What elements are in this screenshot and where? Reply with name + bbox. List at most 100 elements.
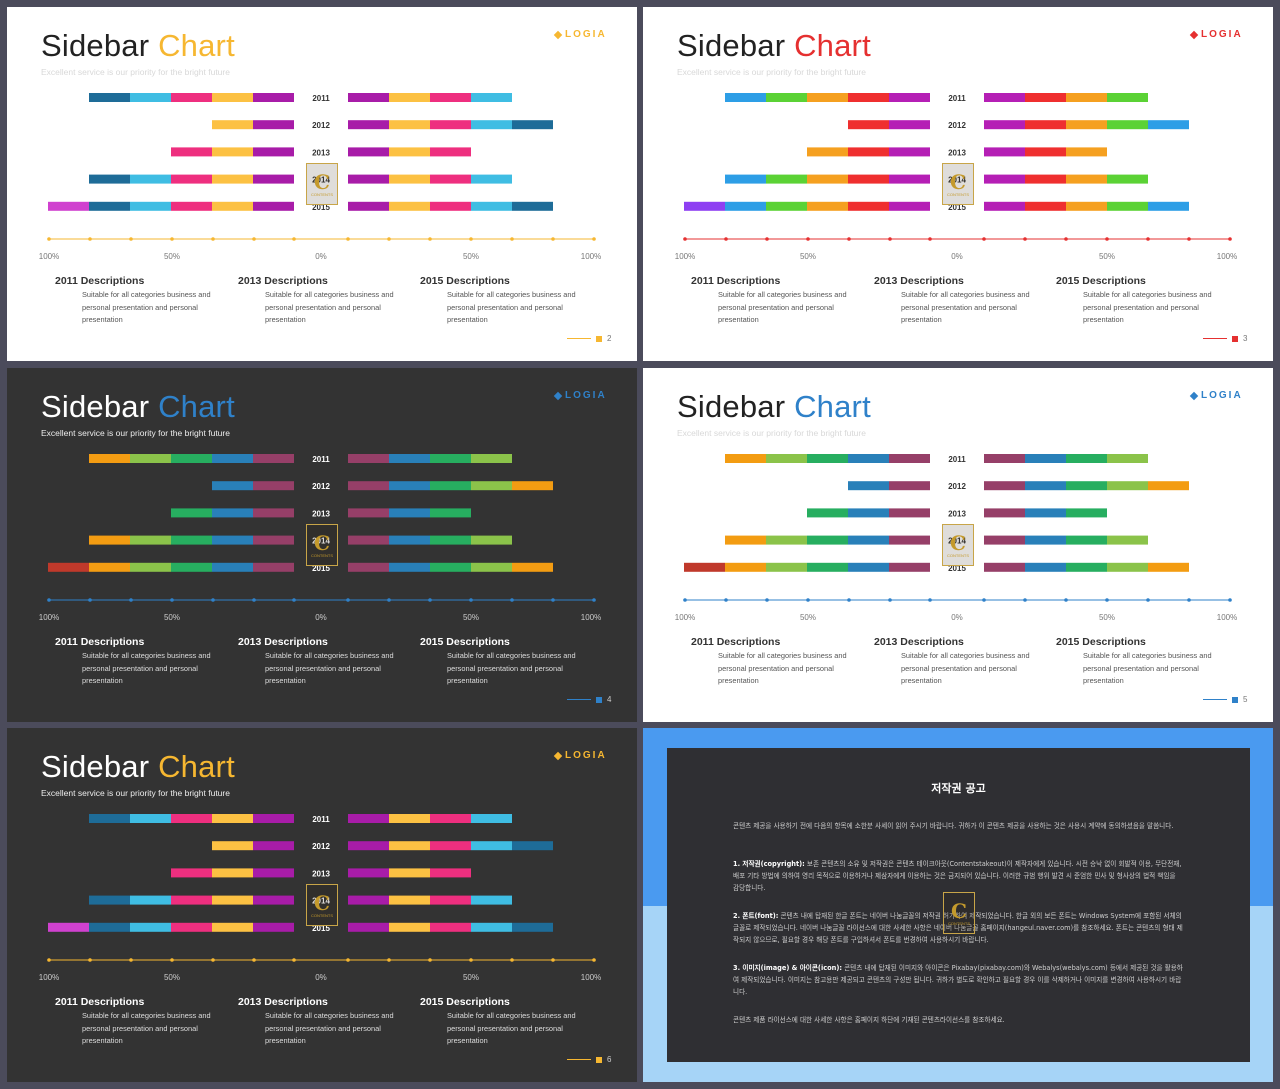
axis-dot — [211, 237, 215, 241]
bar-segment-right-2011 — [348, 454, 389, 463]
bar-segment-right-2012 — [1107, 481, 1148, 491]
axis-dot — [387, 237, 391, 241]
bar-segment-right-2013 — [984, 508, 1025, 518]
bar-segment-right-2015 — [389, 562, 430, 572]
bar-segment-left-2015 — [171, 201, 212, 211]
description-body: Suitable for all categories business and… — [1083, 651, 1212, 685]
contents-stamp-icon: C CONTENTS — [942, 524, 974, 566]
axis-dot — [346, 958, 350, 962]
slide-4[interactable]: Sidebar Chart Excellent service is our p… — [7, 368, 637, 722]
bar-segment-left-2011 — [766, 454, 807, 463]
axis-tick-label: 100% — [675, 613, 695, 622]
page-number: 2 — [567, 334, 611, 343]
bar-segment-left-2015 — [889, 201, 930, 211]
bar-segment-right-2015 — [471, 922, 512, 932]
slide-title: Sidebar Chart — [41, 390, 235, 424]
slide-2[interactable]: Sidebar Chart Excellent service is our p… — [7, 7, 637, 361]
axis-dot — [683, 237, 687, 241]
copyright-notice-slide[interactable]: 저작권 공고 콘텐츠 제공을 사용하기 전에 다음의 항목에 소한분 사세이 읽… — [643, 728, 1273, 1082]
axis-dot — [469, 598, 473, 602]
axis-tick-label: 50% — [463, 973, 479, 982]
bar-segment-right-2012 — [348, 481, 389, 491]
slide-subtitle: Excellent service is our priority for th… — [41, 67, 230, 77]
bar-segment-right-2012 — [984, 481, 1025, 491]
category-label-2014: 2014 — [948, 176, 966, 185]
bar-segment-right-2014 — [389, 535, 430, 545]
bar-segment-right-2015 — [1148, 562, 1189, 572]
sidebar-chart: 2011 2012 2013 2014 2015 100% 50% 0% 50% 100% — [39, 93, 601, 261]
category-label-2012: 2012 — [948, 121, 966, 130]
axis-tick-label: 100% — [675, 252, 695, 261]
axis-tick-label: 100% — [581, 252, 601, 261]
axis-tick-label: 50% — [800, 613, 816, 622]
description-body: Suitable for all categories business and… — [901, 651, 1030, 685]
axis-tick-label: 50% — [1099, 613, 1115, 622]
bar-segment-left-2011 — [171, 93, 212, 102]
category-label-2013: 2013 — [948, 509, 966, 518]
description-heading: 2013 Descriptions — [874, 275, 964, 287]
bar-segment-left-2012 — [253, 841, 294, 851]
description-body: Suitable for all categories business and… — [447, 1011, 576, 1045]
title-word-2: Chart — [158, 749, 235, 784]
notice-outro: 콘텐츠 제품 라이선스에 대한 사세한 사항은 홈페이지 하단에 기재된 콘텐츠… — [733, 1016, 1005, 1024]
notice-copyright-text: 보존 콘텐츠의 소유 및 저작권은 콘텐츠 테이크아웃(Contentstake… — [733, 860, 1182, 892]
bar-segment-right-2013 — [1066, 147, 1107, 157]
bar-segment-right-2012 — [1025, 481, 1066, 491]
description-body: Suitable for all categories business and… — [718, 290, 847, 324]
bar-segment-left-2014 — [130, 895, 171, 905]
axis-dot — [1146, 237, 1150, 241]
title-word-1: Sidebar — [41, 749, 150, 784]
sidebar-chart: 2011 2012 2013 2014 2015 100% 50% 0% 50% 100% — [39, 814, 601, 982]
description-heading: 2013 Descriptions — [238, 275, 328, 287]
bar-segment-left-2015 — [684, 562, 725, 572]
bar-segment-right-2014 — [430, 174, 471, 184]
axis-dot — [47, 237, 51, 241]
description-heading: 2015 Descriptions — [1056, 636, 1146, 648]
contents-stamp-icon: C CONTENTS — [306, 163, 338, 205]
bar-segment-left-2011 — [889, 454, 930, 463]
title-word-2: Chart — [794, 389, 871, 424]
bar-segment-left-2011 — [89, 814, 130, 823]
axis-dot — [888, 237, 892, 241]
bar-segment-right-2014 — [348, 535, 389, 545]
bar-segment-right-2011 — [430, 93, 471, 102]
axis-dot — [724, 237, 728, 241]
sidebar-chart: 2011 2012 2013 2014 2015 100% 50% 0% 50% 100% — [675, 93, 1237, 261]
notice-font-label: 2. 폰트(font): — [733, 912, 779, 920]
bar-segment-right-2013 — [348, 147, 389, 157]
bar-segment-left-2015 — [684, 201, 725, 211]
bar-segment-right-2012 — [389, 841, 430, 851]
bar-segment-left-2014 — [725, 174, 766, 184]
bar-segment-right-2012 — [984, 120, 1025, 130]
axis-dot — [592, 237, 596, 241]
axis-dot — [806, 598, 810, 602]
page-square-icon — [596, 335, 602, 342]
bar-segment-left-2012 — [889, 120, 930, 130]
description-body: Suitable for all categories business and… — [447, 651, 576, 685]
axis-dot — [1146, 598, 1150, 602]
bar-segment-left-2015 — [171, 562, 212, 572]
description-body: Suitable for all categories business and… — [718, 651, 847, 685]
bar-segment-left-2012 — [848, 481, 889, 491]
bar-segment-right-2015 — [1148, 201, 1189, 211]
page-square-icon — [1232, 696, 1238, 703]
description-2013: 2013 Descriptions Suitable for all catego… — [238, 996, 418, 1048]
description-body: Suitable for all categories business and… — [901, 290, 1030, 324]
bar-segment-right-2011 — [430, 454, 471, 463]
page-number: 4 — [567, 695, 611, 704]
slide-5[interactable]: Sidebar Chart Excellent service is our p… — [643, 368, 1273, 722]
bar-segment-left-2015 — [725, 562, 766, 572]
axis-dot — [428, 598, 432, 602]
axis-dot — [510, 598, 514, 602]
axis-dot — [1064, 237, 1068, 241]
slide-6[interactable]: Sidebar Chart Excellent service is our p… — [7, 728, 637, 1082]
axis-tick-label: 50% — [1099, 252, 1115, 261]
category-label-2013: 2013 — [312, 509, 330, 518]
bar-segment-left-2015 — [48, 922, 89, 932]
sidebar-chart: 2011 2012 2013 2014 2015 100% 50% 0% 50% 100% — [39, 454, 601, 622]
axis-dot — [724, 598, 728, 602]
slide-3[interactable]: Sidebar Chart Excellent service is our p… — [643, 7, 1273, 361]
axis-tick-label: 0% — [315, 252, 327, 261]
notice-copyright-label: 1. 저작권(copyright): — [733, 860, 805, 868]
axis-dot — [387, 958, 391, 962]
